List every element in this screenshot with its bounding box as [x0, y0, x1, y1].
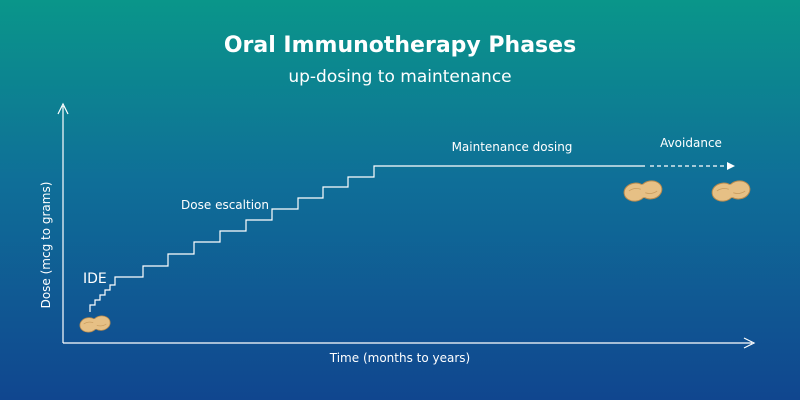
y-arrow [57, 102, 69, 115]
escalation-label: Dose escaltion [181, 198, 269, 212]
x-arrow [743, 337, 756, 349]
maintenance-label: Maintenance dosing [452, 140, 573, 154]
avoidance-label: Avoidance [660, 136, 722, 150]
y-axis-label: Dose (mcg to grams) [39, 182, 53, 309]
x-axis-label: Time (months to years) [329, 351, 470, 365]
title: Oral Immunotherapy Phases [224, 33, 576, 58]
axes [57, 102, 756, 349]
subtitle: up-dosing to maintenance [288, 67, 511, 87]
dose-staircase [89, 165, 645, 312]
ide-label: IDE [83, 271, 107, 287]
avoidance-arrow [727, 162, 735, 170]
